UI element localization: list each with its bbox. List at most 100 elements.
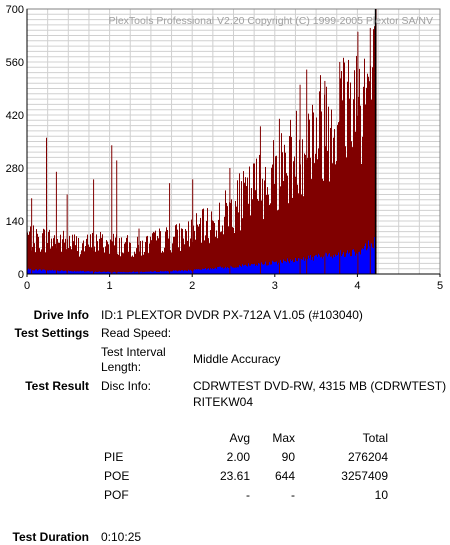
pif-bar (193, 270, 194, 274)
pie-bar (147, 235, 148, 274)
pif-bar (208, 268, 209, 274)
pif-bar (99, 271, 100, 274)
pie-bar (68, 248, 69, 274)
pie-bar (288, 203, 289, 274)
pie-bar (102, 234, 103, 274)
pif-bar (310, 254, 311, 274)
pif-bar (276, 261, 277, 274)
pie-bar (206, 220, 207, 274)
pif-bar (44, 269, 45, 274)
pie-bar (343, 57, 344, 275)
pif-bar (149, 271, 150, 274)
pif-bar (349, 252, 350, 274)
pie-bar (57, 238, 58, 274)
pie-bar (325, 146, 326, 274)
pie-bar (163, 252, 164, 274)
pie-bar (200, 217, 201, 274)
pif-bar (158, 271, 159, 274)
read-speed-label: Read Speed: (101, 326, 172, 340)
pif-bar (95, 271, 96, 274)
pif-bar (74, 270, 75, 274)
pie-bar (159, 228, 160, 274)
pie-bar (353, 99, 354, 274)
pif-bar (60, 271, 61, 274)
x-tick-label: 5 (437, 280, 443, 292)
pif-bar (231, 266, 232, 274)
pie-bar (33, 225, 34, 274)
pif-bar (362, 248, 363, 274)
pie-bar (203, 208, 204, 274)
pie-bar (160, 231, 161, 274)
pif-bar (347, 250, 348, 274)
test-duration-value: 0:10:25 (101, 530, 142, 544)
y-tick-label: 0 (18, 269, 24, 281)
pif-bar (333, 255, 334, 274)
pif-bar (73, 271, 74, 274)
pif-bar (34, 270, 35, 274)
pif-bar (340, 249, 341, 274)
pie-bar (171, 252, 172, 274)
pie-bar (344, 62, 345, 274)
pif-bar (354, 251, 355, 274)
pie-bar (52, 246, 53, 274)
pie-bar (332, 163, 333, 274)
pif-bar (52, 269, 53, 274)
pie-bar (122, 252, 123, 274)
pif-bar (127, 272, 128, 274)
pie-bar (221, 231, 222, 274)
pif-bar (215, 267, 216, 274)
pie-bar (273, 140, 274, 274)
stats-row-max: 644 (274, 469, 295, 483)
pif-bar (147, 271, 148, 274)
drive-info-label: Drive Info (33, 308, 89, 322)
pif-bar (161, 271, 162, 274)
pif-bar (79, 271, 80, 274)
pif-bar (363, 249, 364, 274)
pif-bar (326, 253, 327, 274)
pie-bar (222, 225, 223, 274)
test-interval-label-1: Test Interval (101, 345, 166, 359)
pif-bar (173, 270, 174, 274)
pie-bar (246, 186, 247, 274)
test-duration-label: Test Duration (12, 530, 89, 544)
pie-bar (131, 256, 132, 274)
pie-bar (77, 251, 78, 274)
pif-bar (85, 271, 86, 274)
pie-bar (352, 147, 353, 274)
pif-bar (284, 261, 285, 274)
pif-bar (55, 270, 56, 274)
pif-bar (341, 255, 342, 274)
pie-bar (42, 233, 43, 274)
pie-bar (290, 119, 291, 275)
disc-info-value: CDRWTEST DVD-RW, 4315 MB (CDRWTEST) (193, 379, 447, 393)
pie-bar (272, 164, 273, 274)
pie-bar (196, 213, 197, 274)
pie-peak (369, 27, 371, 274)
pif-bar (327, 256, 328, 274)
pie-bar (182, 228, 183, 274)
pif-bar (80, 270, 81, 274)
pie-bar (261, 200, 262, 274)
pif-bar (205, 268, 206, 274)
pif-bar (269, 262, 270, 274)
pif-bar (132, 271, 133, 274)
pif-bar (51, 270, 52, 274)
pif-bar (290, 259, 291, 274)
pie-bar (372, 67, 373, 274)
pif-bar (220, 266, 221, 274)
pie-bar (41, 249, 42, 274)
pie-bar (108, 244, 109, 274)
pif-bar (50, 270, 51, 274)
pif-bar (155, 271, 156, 274)
pie-bar (237, 180, 238, 274)
pif-bar (235, 267, 236, 274)
pie-bar (89, 246, 90, 274)
pie-bar (256, 158, 257, 274)
pie-bar (143, 254, 144, 274)
pif-bar (319, 255, 320, 274)
pie-bar (235, 201, 236, 274)
pie-bar (64, 242, 65, 274)
x-tick-label: 1 (107, 280, 113, 292)
pif-bar (313, 260, 314, 274)
pie-bar (270, 203, 271, 274)
